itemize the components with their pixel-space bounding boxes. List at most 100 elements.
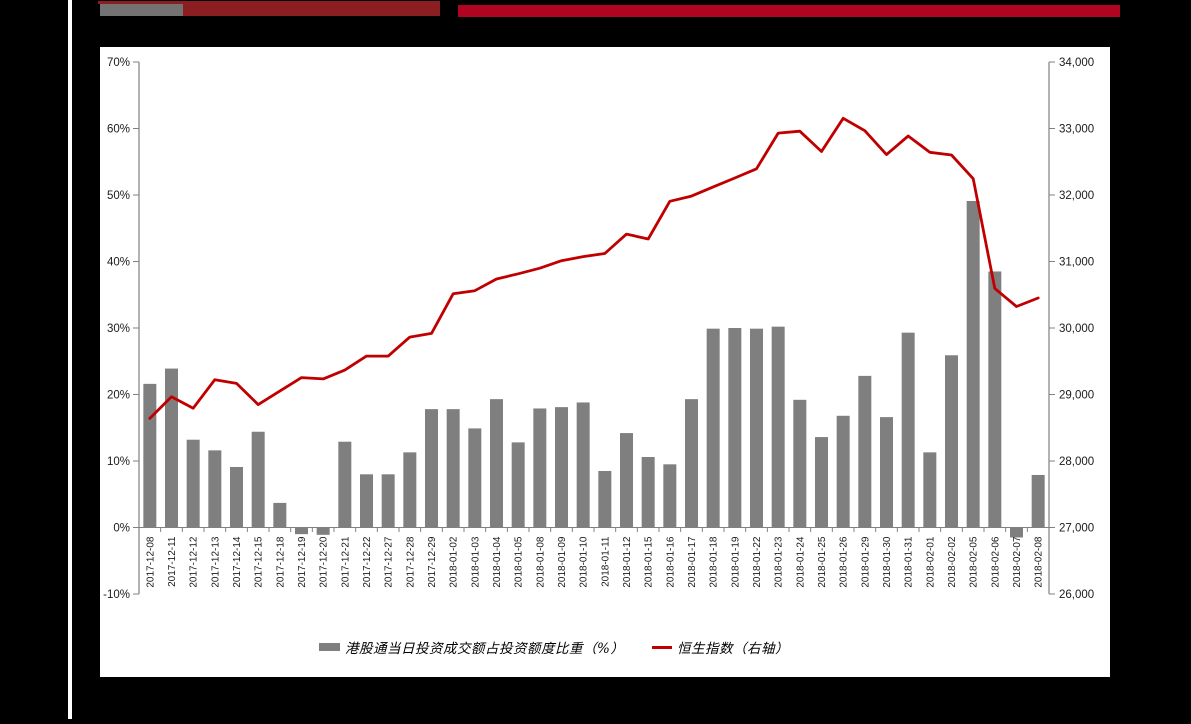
x-axis-date-label: 2017-12-21 (340, 536, 351, 588)
right-axis-tick-label: 29,000 (1059, 390, 1094, 402)
bar-2017-12-22 (360, 474, 373, 528)
right-axis-tick-label: 28,000 (1059, 456, 1094, 468)
bar-2017-12-21 (338, 441, 352, 528)
x-axis-date-label: 2018-01-11 (600, 536, 611, 587)
right-axis-tick-label: 33,000 (1059, 124, 1094, 136)
top-crimson-bar (458, 5, 1120, 17)
right-axis-tick-label: 26,000 (1059, 589, 1094, 601)
x-axis-date-label: 2018-01-08 (535, 536, 546, 588)
x-axis-date-label: 2017-12-18 (275, 536, 286, 588)
right-axis-tick-label: 30,000 (1059, 323, 1094, 335)
x-axis-date-label: 2017-12-11 (167, 536, 178, 587)
line-series-swatch (652, 645, 672, 649)
bar-2018-02-07 (1010, 527, 1023, 538)
bar-2018-01-31 (901, 332, 915, 528)
x-axis-date-label: 2018-01-03 (470, 536, 481, 588)
bar-2018-01-09 (555, 407, 568, 528)
x-axis-date-label: 2017-12-29 (427, 536, 438, 588)
left-axis-tick-label: 20% (107, 390, 130, 402)
line-series-label: 恒生指数（右轴） (677, 641, 789, 657)
bar-2017-12-19 (295, 527, 308, 535)
bar-2018-01-10 (576, 402, 590, 528)
x-axis-date-label: 2018-02-05 (969, 536, 980, 588)
bar-2017-12-12 (186, 439, 200, 528)
x-axis-date-label: 2018-01-19 (730, 536, 741, 588)
left-axis-tick-label: -10% (103, 589, 130, 601)
bar-2018-01-25 (815, 437, 828, 528)
left-margin-stripe (68, 0, 72, 719)
x-axis-date-label: 2018-02-07 (1012, 536, 1023, 588)
chart-panel: 70% 60% 50% 40% 30% 20% 10% 0% -10% 34,000 33,000 3… (100, 47, 1110, 677)
left-axis-tick-label: 60% (107, 124, 130, 136)
bar-2018-01-26 (836, 415, 850, 528)
right-axis-tick-label: 34,000 (1059, 57, 1094, 69)
x-axis-date-label: 2018-01-22 (752, 536, 763, 588)
legend-item-bar-series: 港股通当日投资成交额占投资额度比重（%） (319, 637, 624, 657)
left-axis-tick-label: 10% (107, 456, 130, 468)
x-axis-date-label: 2018-01-24 (795, 536, 806, 588)
x-axis-date-label: 2018-01-04 (492, 536, 503, 588)
bar-2018-01-05 (511, 442, 525, 528)
x-axis-date-label: 2018-01-31 (904, 536, 915, 588)
left-axis-tick-label: 0% (113, 523, 130, 535)
bar-2018-01-19 (728, 328, 742, 528)
hang-seng-index-line (148, 116, 1040, 420)
bar-series-swatch (319, 643, 340, 651)
bar-2018-01-22 (750, 328, 763, 528)
bar-series-label: 港股通当日投资成交额占投资额度比重（%） (345, 641, 625, 657)
bar-2018-01-02 (446, 409, 460, 528)
bar-2018-02-05 (966, 200, 980, 528)
bar-2017-12-28 (403, 452, 417, 528)
right-axis-tick-label: 27,000 (1059, 523, 1094, 535)
x-axis-date-label: 2018-01-30 (882, 536, 893, 588)
bar-2018-01-23 (771, 326, 785, 528)
x-axis-date-label: 2018-02-02 (947, 536, 958, 588)
x-axis-date-label: 2018-01-25 (817, 536, 828, 588)
bar-2018-01-16 (663, 464, 677, 528)
x-axis-date-label: 2017-12-22 (362, 536, 373, 588)
bar-2018-01-29 (858, 375, 872, 528)
chart-legend: 港股通当日投资成交额占投资额度比重（%） 恒生指数（右轴） (100, 633, 1110, 663)
bar-2017-12-11 (165, 368, 178, 528)
x-axis-date-label: 2018-01-23 (774, 536, 785, 588)
bar-2018-01-12 (620, 433, 633, 528)
bar-2018-01-30 (880, 417, 893, 528)
x-axis-date-label: 2018-01-15 (644, 536, 655, 588)
bar-2018-01-18 (706, 328, 720, 528)
x-axis-date-label: 2018-01-09 (557, 536, 568, 588)
bar-2018-02-01 (923, 452, 937, 528)
x-axis-date-label: 2018-01-29 (860, 536, 871, 588)
x-axis-date-label: 2018-01-16 (665, 536, 676, 588)
bar-2017-12-20 (316, 527, 330, 535)
left-axis-tick-label: 30% (107, 323, 130, 335)
bar-2018-01-04 (490, 399, 503, 528)
bar-2017-12-08 (143, 383, 157, 528)
top-maroon-bar (183, 4, 440, 16)
x-axis-date-label: 2018-01-18 (709, 536, 720, 588)
bar-2018-02-06 (988, 271, 1002, 528)
x-axis-date-label: 2018-01-12 (622, 536, 633, 588)
x-axis-date-label: 2017-12-08 (145, 536, 156, 588)
x-axis-date-label: 2017-12-27 (384, 536, 395, 588)
x-axis-date-label: 2017-12-12 (189, 536, 200, 588)
bar-2018-01-24 (793, 399, 807, 528)
bar-2017-12-13 (208, 450, 222, 528)
bar-2018-01-08 (533, 408, 547, 528)
x-axis-date-label: 2017-12-14 (232, 536, 243, 588)
x-axis-date-label: 2017-12-15 (254, 536, 265, 588)
legend-item-line-series: 恒生指数（右轴） (652, 637, 789, 657)
bar-2018-01-17 (685, 399, 698, 528)
left-axis-tick-label: 70% (107, 57, 130, 69)
bar-2017-12-18 (273, 502, 287, 528)
x-axis-date-label: 2017-12-20 (319, 536, 330, 588)
top-gray-bar (100, 4, 183, 16)
x-axis-date-label: 2018-02-06 (990, 536, 1001, 588)
bar-2017-12-15 (251, 431, 265, 528)
x-axis-date-label: 2017-12-28 (405, 536, 416, 588)
dual-axis-chart: 70% 60% 50% 40% 30% 20% 10% 0% -10% 34,000 33,000 3… (103, 57, 1094, 601)
left-axis-tick-label: 50% (107, 190, 130, 202)
bar-2018-02-08 (1031, 474, 1045, 528)
x-axis-date-label: 2018-02-08 (1034, 536, 1045, 588)
x-axis-date-label: 2018-01-10 (579, 536, 590, 588)
